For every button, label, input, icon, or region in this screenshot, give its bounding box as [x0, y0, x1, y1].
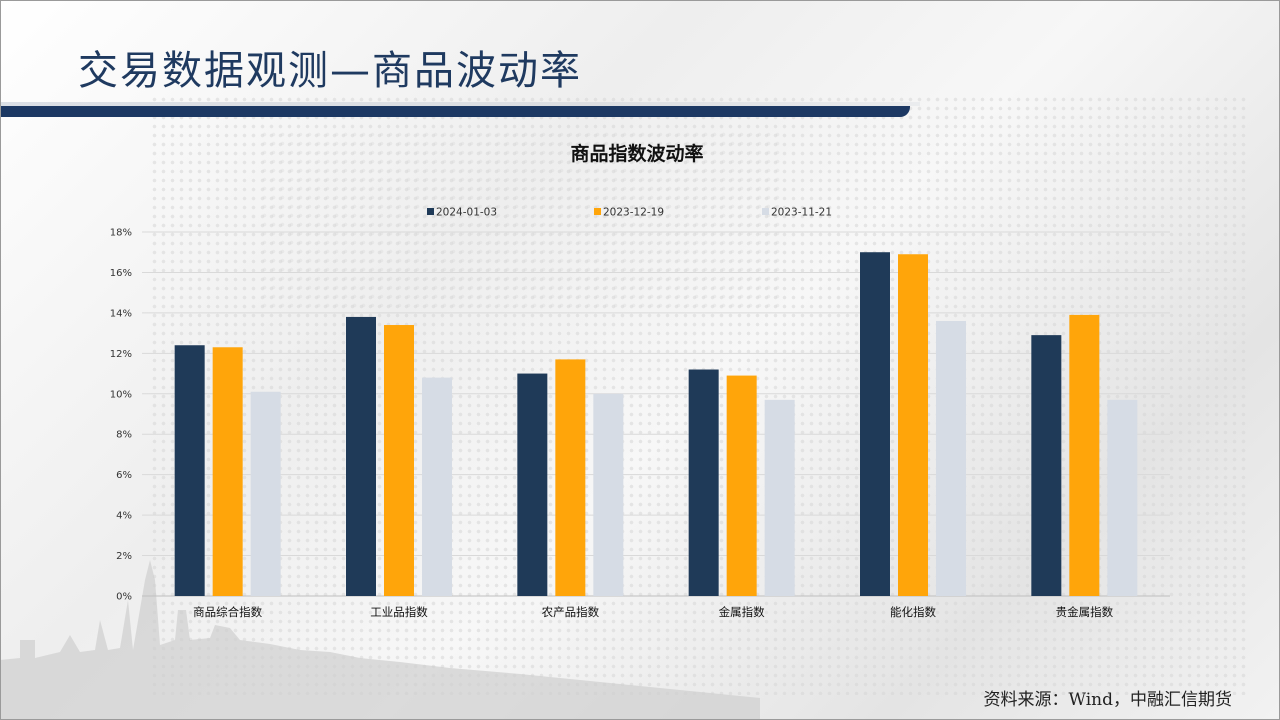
chart-legend: 2024-01-03 2023-12-19 2023-11-21	[427, 207, 832, 219]
legend-swatch-3	[762, 208, 769, 215]
bar-2-5	[898, 254, 928, 596]
background-dot-map-secondary	[260, 130, 780, 310]
chart-bars	[174, 252, 1138, 596]
y-tick-label: 12%	[110, 349, 132, 360]
legend-swatch-1	[427, 208, 434, 215]
title-underline-shadow	[0, 102, 920, 106]
bar-3-2	[422, 377, 452, 596]
legend-label-1: 2024-01-03	[436, 207, 497, 219]
bar-1-5	[860, 252, 890, 596]
x-tick-label: 工业品指数	[370, 605, 428, 619]
bar-1-1	[174, 345, 205, 596]
bar-1-2	[346, 316, 376, 596]
city-skyline-silhouette	[0, 560, 760, 720]
y-tick-label: 16%	[110, 268, 132, 279]
x-tick-label: 农产品指数	[542, 605, 600, 619]
y-tick-label: 6%	[116, 470, 132, 481]
y-tick-label: 2%	[116, 551, 132, 562]
bar-1-6	[1031, 335, 1062, 596]
bar-2-2	[384, 325, 414, 596]
y-tick-label: 0%	[116, 592, 132, 603]
y-tick-label: 18%	[110, 228, 132, 239]
x-tick-label: 商品综合指数	[193, 605, 262, 619]
legend-label-2: 2023-12-19	[603, 207, 664, 219]
x-tick-label: 金属指数	[719, 605, 765, 619]
bar-2-3	[555, 359, 586, 596]
bar-1-4	[688, 369, 719, 596]
data-source-note: 资料来源：Wind，中融汇信期货	[983, 690, 1232, 710]
y-tick-label: 14%	[110, 308, 132, 319]
bar-2-6	[1069, 314, 1100, 596]
y-tick-label: 8%	[116, 430, 132, 441]
title-underline-bar	[0, 106, 910, 117]
bar-3-4	[764, 399, 795, 596]
y-axis: 0% 2% 4% 6% 8% 10% 12% 14% 16% 18%	[110, 228, 132, 603]
bar-3-1	[250, 391, 281, 596]
bar-3-3	[593, 393, 624, 596]
x-tick-label: 能化指数	[890, 605, 936, 619]
chart-gridlines	[142, 231, 1170, 597]
y-tick-label: 4%	[116, 511, 132, 522]
legend-swatch-2	[594, 208, 601, 215]
bar-2-1	[212, 347, 243, 596]
chart-title: 商品指数波动率	[570, 142, 703, 165]
x-tick-label: 贵金属指数	[1056, 605, 1114, 619]
legend-label-3: 2023-11-21	[771, 207, 832, 219]
bar-2-4	[726, 375, 757, 596]
y-tick-label: 10%	[110, 389, 132, 400]
page-title: 交易数据观测—商品波动率	[78, 48, 582, 94]
bar-1-3	[517, 373, 548, 596]
bar-3-6	[1107, 399, 1138, 596]
bar-3-5	[936, 320, 966, 596]
x-axis: 商品综合指数 工业品指数 农产品指数 金属指数 能化指数 贵金属指数	[193, 605, 1113, 619]
